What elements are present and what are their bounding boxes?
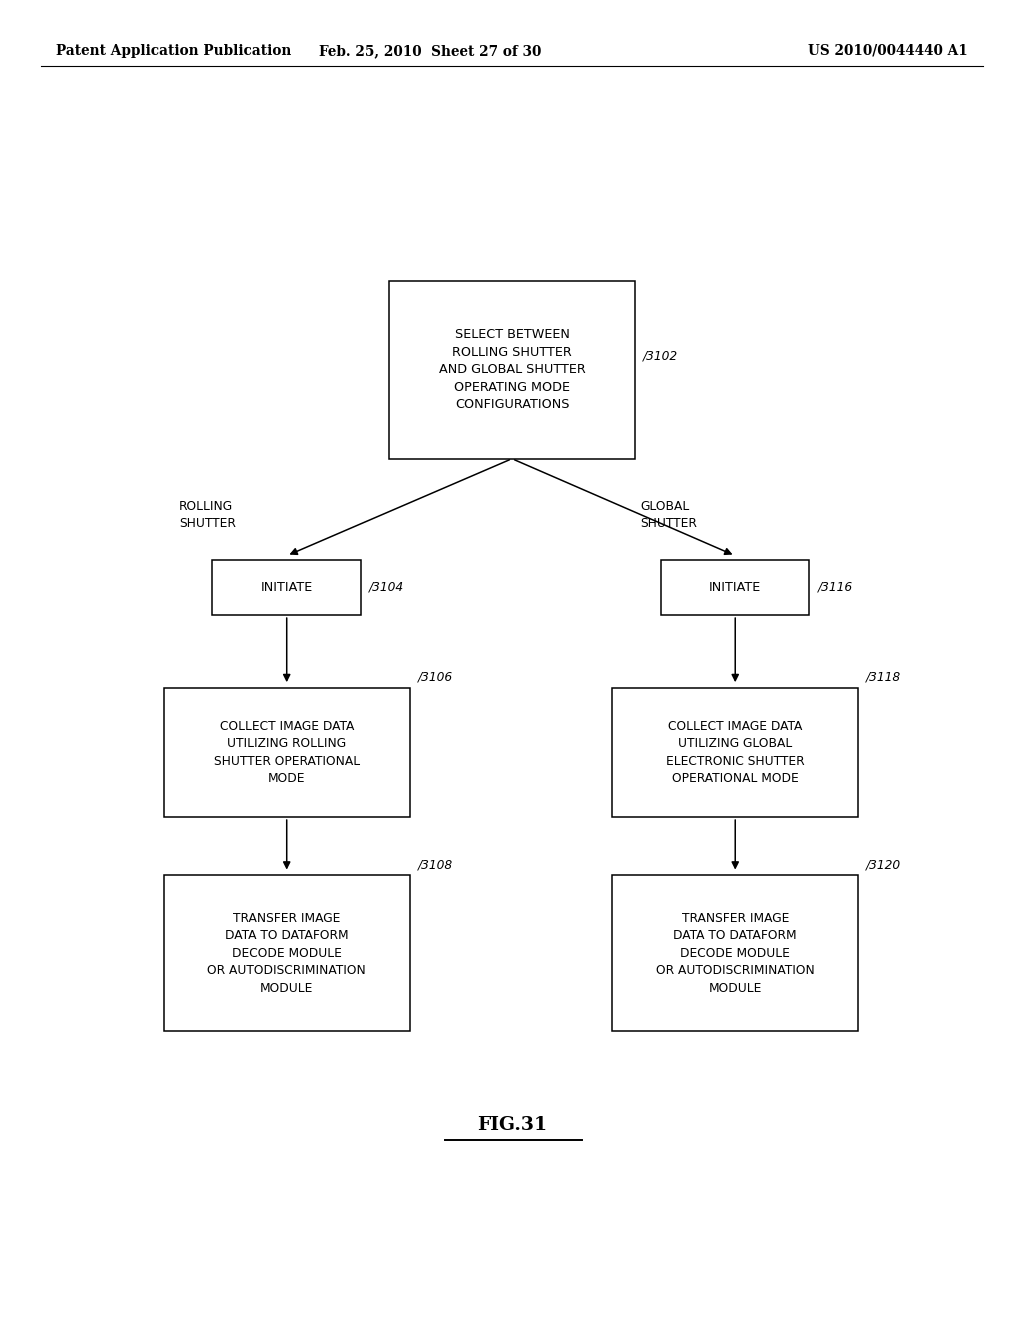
Text: Feb. 25, 2010  Sheet 27 of 30: Feb. 25, 2010 Sheet 27 of 30 <box>318 44 542 58</box>
FancyBboxPatch shape <box>164 875 410 1031</box>
Text: US 2010/0044440 A1: US 2010/0044440 A1 <box>808 44 968 58</box>
Text: TRANSFER IMAGE
DATA TO DATAFORM
DECODE MODULE
OR AUTODISCRIMINATION
MODULE: TRANSFER IMAGE DATA TO DATAFORM DECODE M… <box>207 912 367 994</box>
Text: /3118: /3118 <box>866 671 901 684</box>
FancyBboxPatch shape <box>213 560 361 615</box>
Text: COLLECT IMAGE DATA
UTILIZING ROLLING
SHUTTER OPERATIONAL
MODE: COLLECT IMAGE DATA UTILIZING ROLLING SHU… <box>214 719 359 785</box>
Text: /3102: /3102 <box>643 350 678 363</box>
FancyBboxPatch shape <box>389 281 635 459</box>
Text: FIG.31: FIG.31 <box>477 1115 547 1134</box>
FancyBboxPatch shape <box>662 560 809 615</box>
Text: GLOBAL
SHUTTER: GLOBAL SHUTTER <box>640 500 697 529</box>
Text: SELECT BETWEEN
ROLLING SHUTTER
AND GLOBAL SHUTTER
OPERATING MODE
CONFIGURATIONS: SELECT BETWEEN ROLLING SHUTTER AND GLOBA… <box>438 329 586 411</box>
Text: ROLLING
SHUTTER: ROLLING SHUTTER <box>179 500 237 529</box>
Text: Patent Application Publication: Patent Application Publication <box>56 44 292 58</box>
FancyBboxPatch shape <box>612 688 858 817</box>
Text: /3104: /3104 <box>370 581 404 594</box>
Text: COLLECT IMAGE DATA
UTILIZING GLOBAL
ELECTRONIC SHUTTER
OPERATIONAL MODE: COLLECT IMAGE DATA UTILIZING GLOBAL ELEC… <box>666 719 805 785</box>
Text: /3116: /3116 <box>817 581 853 594</box>
Text: /3120: /3120 <box>866 858 901 871</box>
Text: TRANSFER IMAGE
DATA TO DATAFORM
DECODE MODULE
OR AUTODISCRIMINATION
MODULE: TRANSFER IMAGE DATA TO DATAFORM DECODE M… <box>655 912 815 994</box>
FancyBboxPatch shape <box>612 875 858 1031</box>
Text: /3108: /3108 <box>418 858 453 871</box>
FancyBboxPatch shape <box>164 688 410 817</box>
Text: INITIATE: INITIATE <box>260 581 313 594</box>
Text: /3106: /3106 <box>418 671 453 684</box>
Text: INITIATE: INITIATE <box>709 581 762 594</box>
